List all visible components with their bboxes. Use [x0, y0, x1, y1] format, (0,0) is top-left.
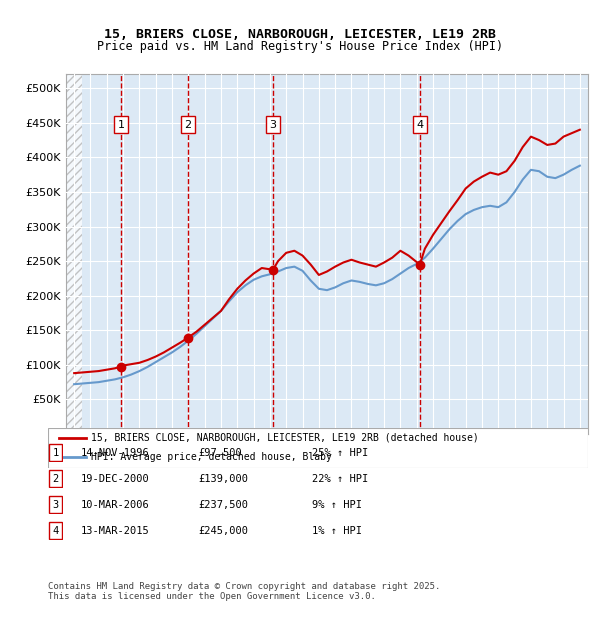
Text: 1: 1	[52, 448, 59, 458]
Text: HPI: Average price, detached house, Blaby: HPI: Average price, detached house, Blab…	[91, 452, 332, 462]
Text: 3: 3	[269, 120, 277, 130]
Text: 19-DEC-2000: 19-DEC-2000	[81, 474, 150, 484]
Text: 15, BRIERS CLOSE, NARBOROUGH, LEICESTER, LE19 2RB: 15, BRIERS CLOSE, NARBOROUGH, LEICESTER,…	[104, 28, 496, 41]
Text: 1: 1	[118, 120, 124, 130]
Text: £97,500: £97,500	[198, 448, 242, 458]
Text: 4: 4	[416, 120, 424, 130]
FancyBboxPatch shape	[49, 496, 62, 513]
Text: 3: 3	[52, 500, 59, 510]
Text: 2: 2	[184, 120, 191, 130]
FancyBboxPatch shape	[49, 470, 62, 487]
Text: £237,500: £237,500	[198, 500, 248, 510]
Text: 2: 2	[52, 474, 59, 484]
FancyBboxPatch shape	[49, 444, 62, 461]
Text: Price paid vs. HM Land Registry's House Price Index (HPI): Price paid vs. HM Land Registry's House …	[97, 40, 503, 53]
Text: 15, BRIERS CLOSE, NARBOROUGH, LEICESTER, LE19 2RB (detached house): 15, BRIERS CLOSE, NARBOROUGH, LEICESTER,…	[91, 433, 479, 443]
Text: 22% ↑ HPI: 22% ↑ HPI	[312, 474, 368, 484]
Text: 14-NOV-1996: 14-NOV-1996	[81, 448, 150, 458]
FancyBboxPatch shape	[48, 428, 588, 468]
Text: 1% ↑ HPI: 1% ↑ HPI	[312, 526, 362, 536]
Text: £245,000: £245,000	[198, 526, 248, 536]
Text: 13-MAR-2015: 13-MAR-2015	[81, 526, 150, 536]
Text: 4: 4	[52, 526, 59, 536]
Text: 9% ↑ HPI: 9% ↑ HPI	[312, 500, 362, 510]
Text: 25% ↑ HPI: 25% ↑ HPI	[312, 448, 368, 458]
Text: Contains HM Land Registry data © Crown copyright and database right 2025.
This d: Contains HM Land Registry data © Crown c…	[48, 582, 440, 601]
Text: 10-MAR-2006: 10-MAR-2006	[81, 500, 150, 510]
FancyBboxPatch shape	[49, 522, 62, 539]
Text: £139,000: £139,000	[198, 474, 248, 484]
